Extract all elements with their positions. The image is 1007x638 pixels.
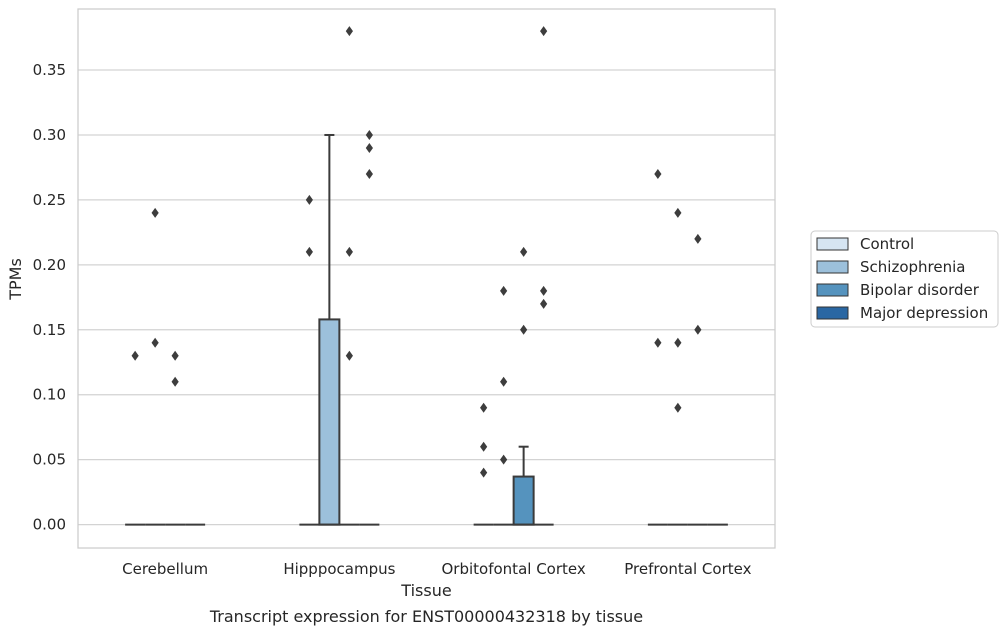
- outlier-point: [500, 376, 508, 387]
- box-group: [687, 233, 708, 526]
- legend-item: Bipolar disorder: [816, 281, 980, 299]
- outlier-point: [480, 467, 488, 478]
- outlier-point: [345, 246, 353, 257]
- gridlines: [78, 69, 775, 526]
- outlier-point: [480, 402, 488, 413]
- x-tick-label: Orbitofontal Cortex: [442, 560, 586, 578]
- x-tick-label: Hipppocampus: [283, 560, 395, 578]
- box-group: [299, 194, 320, 526]
- box-group: [125, 350, 146, 526]
- y-tick-label: 0.20: [33, 256, 66, 274]
- x-tick-label: Prefrontal Cortex: [624, 560, 751, 578]
- outlier-point: [520, 246, 528, 257]
- outlier-point: [151, 207, 159, 218]
- outlier-point: [520, 324, 528, 335]
- box-group: [165, 350, 186, 526]
- box-group: [512, 246, 535, 526]
- box-group: [318, 133, 341, 526]
- box-group: [359, 129, 380, 526]
- outlier-point: [674, 402, 682, 413]
- plot-area-frame: [77, 8, 776, 549]
- legend-frame: [810, 230, 999, 328]
- legend-item: Control: [816, 235, 914, 253]
- outlier-point: [480, 441, 488, 452]
- x-axis-label: Tissue: [400, 581, 451, 600]
- box-group: [145, 207, 166, 526]
- legend-label: Bipolar disorder: [860, 281, 980, 299]
- legend-swatch: [816, 306, 849, 320]
- outlier-point: [305, 246, 313, 257]
- x-tick-label: Cerebellum: [122, 560, 208, 578]
- y-tick-label: 0.25: [33, 191, 66, 209]
- box-group: [493, 285, 514, 526]
- legend-item: Major depression: [816, 304, 988, 322]
- outlier-point: [305, 194, 313, 205]
- outlier-point: [674, 207, 682, 218]
- box-group: [667, 207, 688, 526]
- outlier-point: [540, 26, 548, 37]
- outlier-point: [540, 298, 548, 309]
- box-group: [339, 26, 360, 526]
- legend-label: Control: [860, 235, 914, 253]
- box-group: [647, 168, 668, 526]
- legend-item: Schizophrenia: [816, 258, 965, 276]
- legend-label: Major depression: [860, 304, 988, 322]
- outlier-point: [500, 285, 508, 296]
- box: [318, 318, 341, 526]
- outlier-point: [500, 454, 508, 465]
- outlier-point: [345, 26, 353, 37]
- outlier-point: [131, 350, 139, 361]
- legend-swatch: [816, 283, 849, 297]
- y-axis-label: TPMs: [6, 258, 25, 301]
- outlier-point: [365, 168, 373, 179]
- y-tick-label: 0.35: [33, 61, 66, 79]
- x-axis-ticks: Cerebellum Hipppocampus Orbitofontal Corte…: [122, 560, 751, 578]
- legend-label: Schizophrenia: [860, 258, 965, 276]
- box-group: [533, 26, 554, 526]
- outlier-point: [151, 337, 159, 348]
- y-tick-label: 0.00: [33, 516, 66, 534]
- chart-caption: Transcript expression for ENST0000043231…: [209, 607, 643, 626]
- outlier-point: [694, 324, 702, 335]
- outlier-point: [345, 350, 353, 361]
- outlier-point: [540, 285, 548, 296]
- box: [512, 475, 535, 526]
- outlier-point: [171, 350, 179, 361]
- y-tick-label: 0.30: [33, 126, 66, 144]
- outlier-point: [694, 233, 702, 244]
- y-tick-label: 0.10: [33, 386, 66, 404]
- legend: Control Schizophrenia Bipolar disorder Majo…: [810, 230, 999, 328]
- box-plot-marks: [125, 26, 728, 526]
- legend-swatch: [816, 260, 849, 274]
- outlier-point: [171, 376, 179, 387]
- legend-swatch: [816, 237, 849, 251]
- outlier-point: [654, 168, 662, 179]
- outlier-point: [654, 337, 662, 348]
- y-tick-label: 0.15: [33, 321, 66, 339]
- y-axis-ticks: 0.00 0.05 0.10 0.15 0.20 0.25 0.30 0.35: [33, 61, 66, 534]
- y-tick-label: 0.05: [33, 451, 66, 469]
- outlier-point: [365, 142, 373, 153]
- box-group: [473, 402, 494, 526]
- outlier-point: [365, 129, 373, 140]
- outlier-point: [674, 337, 682, 348]
